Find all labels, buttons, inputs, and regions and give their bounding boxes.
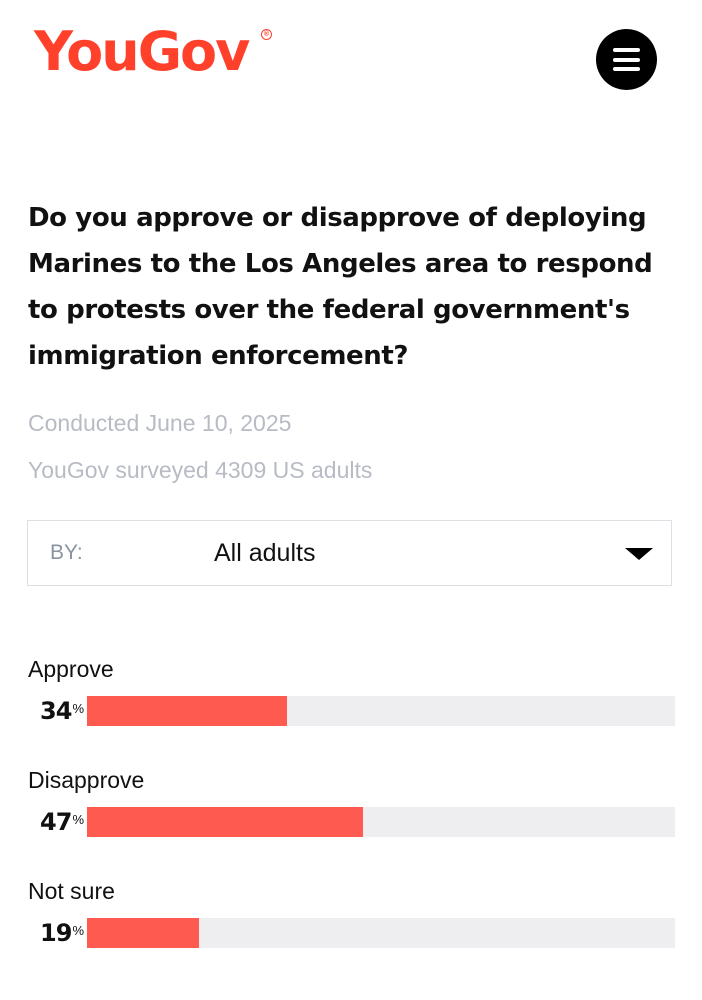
result-bar-fill (87, 807, 364, 837)
result-bar-fill (87, 918, 199, 948)
result-bar-track (87, 807, 675, 837)
result-label: Approve (28, 656, 114, 682)
result-bar-fill (87, 696, 287, 726)
menu-button[interactable] (596, 29, 657, 90)
result-percentage: 19% (40, 919, 84, 947)
yougov-logo[interactable]: YouGov (34, 20, 250, 83)
result-label: Not sure (28, 878, 115, 904)
result-percentage: 47% (40, 808, 84, 836)
result-disapprove: Disapprove 47% (0, 765, 702, 855)
result-percentage: 34% (40, 697, 84, 725)
result-bar-track (87, 918, 675, 948)
result-not-sure: Not sure 19% (0, 876, 702, 966)
demographic-dropdown[interactable]: BY: All adults (27, 520, 672, 586)
result-label: Disapprove (28, 767, 145, 793)
poll-question: Do you approve or disapprove of deployin… (28, 203, 653, 371)
dropdown-selected-value: All adults (214, 539, 316, 567)
conducted-date: Conducted June 10, 2025 (28, 410, 292, 436)
dropdown-label: BY: (50, 541, 83, 564)
caret-down-icon (625, 548, 653, 560)
survey-sample: YouGov surveyed 4309 US adults (28, 457, 373, 483)
result-bar-track (87, 696, 675, 726)
registered-trademark-icon: ® (261, 29, 272, 40)
result-approve: Approve 34% (0, 654, 702, 744)
